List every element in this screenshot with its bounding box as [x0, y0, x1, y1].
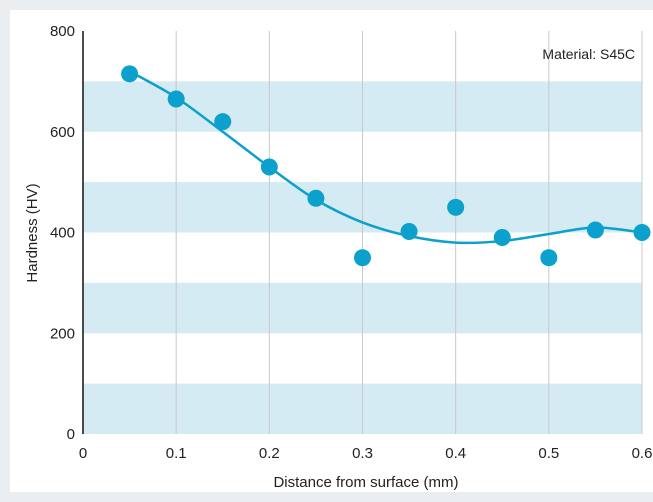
data-point — [633, 224, 651, 241]
y-tick-labels: 0 200 400 600 800 — [50, 23, 75, 443]
data-point — [121, 65, 139, 83]
x-tick-label: 0.1 — [166, 445, 187, 462]
material-annotation: Material: S45C — [542, 46, 635, 62]
y-tick-label: 200 — [50, 325, 75, 342]
x-tick-label: 0 — [79, 445, 87, 462]
data-point — [400, 222, 418, 240]
data-point — [493, 229, 511, 247]
y-tick-label: 0 — [67, 426, 75, 443]
x-tick-label: 0.6 — [632, 445, 653, 462]
data-point — [540, 249, 558, 267]
x-tick-label: 0.5 — [538, 445, 559, 462]
x-tick-label: 0.2 — [259, 445, 280, 462]
x-tick-labels: 0 0.1 0.2 0.3 0.4 0.5 0.6 — [79, 445, 653, 462]
data-point — [260, 158, 278, 176]
y-axis-label: Hardness (HV) — [24, 183, 41, 282]
data-point — [167, 90, 185, 108]
x-tick-label: 0.4 — [445, 445, 466, 462]
data-point — [307, 189, 325, 207]
y-tick-label: 800 — [50, 23, 75, 40]
data-point — [447, 198, 465, 216]
y-tick-label: 600 — [50, 124, 75, 141]
x-tick-label: 0.3 — [352, 445, 373, 462]
data-point — [354, 249, 371, 267]
y-tick-label: 400 — [50, 225, 75, 242]
data-points — [121, 65, 651, 267]
data-point — [214, 113, 232, 131]
x-axis-label: Distance from surface (mm) — [273, 474, 458, 491]
data-point — [586, 221, 604, 239]
